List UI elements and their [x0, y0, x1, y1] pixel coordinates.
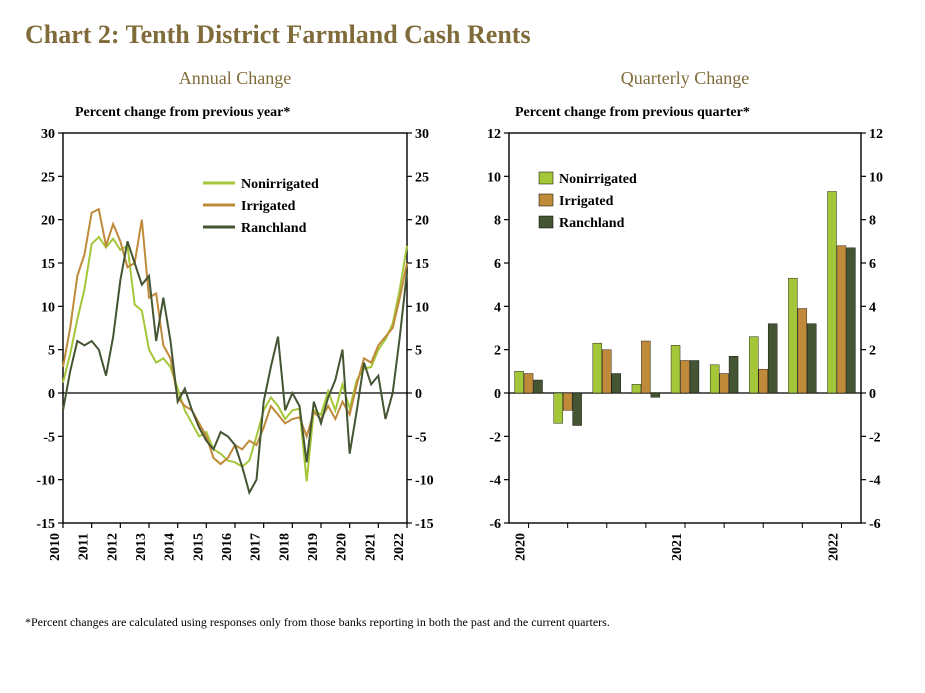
- svg-text:2021: 2021: [363, 533, 378, 561]
- quarterly-axis-title: Percent change from previous quarter*: [475, 105, 895, 121]
- svg-text:20: 20: [41, 214, 55, 229]
- annual-subtitle: Annual Change: [25, 68, 445, 89]
- svg-text:4: 4: [869, 300, 876, 315]
- svg-text:12: 12: [487, 127, 501, 142]
- svg-text:10: 10: [41, 300, 55, 315]
- svg-text:2022: 2022: [392, 533, 407, 561]
- svg-text:5: 5: [48, 344, 55, 359]
- svg-text:-10: -10: [415, 474, 434, 489]
- quarterly-plot: -6 -6 -4 -4 -2 -2 0 0 2 2 4 4 6 6 8 8 10 10 12 12 2020 2021 20…: [475, 125, 895, 595]
- svg-text:2010: 2010: [48, 533, 63, 561]
- svg-text:-4: -4: [869, 474, 881, 489]
- svg-text:15: 15: [41, 257, 55, 272]
- svg-text:-2: -2: [869, 430, 881, 445]
- svg-text:0: 0: [48, 387, 55, 402]
- svg-text:Irrigated: Irrigated: [559, 194, 614, 209]
- svg-text:-5: -5: [43, 430, 55, 445]
- svg-text:15: 15: [415, 257, 429, 272]
- svg-text:2013: 2013: [134, 533, 149, 561]
- svg-text:10: 10: [415, 300, 429, 315]
- svg-text:-15: -15: [415, 517, 434, 532]
- svg-text:-2: -2: [489, 430, 501, 445]
- charts-row: Annual Change Percent change from previo…: [25, 68, 900, 595]
- svg-text:30: 30: [41, 127, 55, 142]
- quarterly-chart: Quarterly Change Percent change from pre…: [475, 68, 895, 595]
- svg-text:-6: -6: [869, 517, 881, 532]
- svg-text:2020: 2020: [335, 533, 350, 561]
- svg-text:2020: 2020: [514, 533, 529, 561]
- svg-text:-4: -4: [489, 474, 501, 489]
- svg-text:-6: -6: [489, 517, 501, 532]
- svg-text:Nonirrigated: Nonirrigated: [559, 172, 637, 187]
- svg-text:2014: 2014: [163, 533, 178, 561]
- svg-text:2018: 2018: [277, 533, 292, 561]
- annual-plot: -15-15-10-10-5-5005510101515202025253030…: [25, 125, 445, 595]
- svg-text:-15: -15: [36, 517, 55, 532]
- svg-text:Ranchland: Ranchland: [559, 216, 625, 231]
- svg-text:4: 4: [494, 300, 501, 315]
- svg-text:6: 6: [494, 257, 501, 272]
- chart-title: Chart 2: Tenth District Farmland Cash Re…: [25, 20, 900, 50]
- svg-text:2022: 2022: [826, 533, 841, 561]
- svg-text:30: 30: [415, 127, 429, 142]
- svg-text:2: 2: [494, 344, 501, 359]
- footnote: *Percent changes are calculated using re…: [25, 615, 900, 630]
- svg-text:10: 10: [869, 170, 883, 185]
- svg-text:25: 25: [41, 170, 55, 185]
- svg-text:-5: -5: [415, 430, 427, 445]
- svg-text:25: 25: [415, 170, 429, 185]
- svg-text:8: 8: [494, 214, 501, 229]
- svg-text:2021: 2021: [670, 533, 685, 561]
- svg-text:8: 8: [869, 214, 876, 229]
- svg-text:Nonirrigated: Nonirrigated: [241, 177, 319, 192]
- svg-text:Irrigated: Irrigated: [241, 199, 296, 214]
- svg-text:2: 2: [869, 344, 876, 359]
- svg-text:5: 5: [415, 344, 422, 359]
- svg-text:Ranchland: Ranchland: [241, 221, 307, 236]
- svg-text:12: 12: [869, 127, 883, 142]
- annual-chart: Annual Change Percent change from previo…: [25, 68, 445, 595]
- svg-text:2012: 2012: [105, 533, 120, 561]
- svg-text:2017: 2017: [249, 533, 264, 561]
- svg-text:0: 0: [869, 387, 876, 402]
- svg-text:6: 6: [869, 257, 876, 272]
- quarterly-subtitle: Quarterly Change: [475, 68, 895, 89]
- svg-text:0: 0: [415, 387, 422, 402]
- svg-text:0: 0: [494, 387, 501, 402]
- svg-text:10: 10: [487, 170, 501, 185]
- annual-axis-title: Percent change from previous year*: [25, 105, 445, 121]
- svg-text:-10: -10: [36, 474, 55, 489]
- svg-text:20: 20: [415, 214, 429, 229]
- svg-text:2016: 2016: [220, 533, 235, 561]
- svg-text:2011: 2011: [77, 533, 92, 560]
- svg-text:2015: 2015: [191, 533, 206, 561]
- svg-text:2019: 2019: [306, 533, 321, 561]
